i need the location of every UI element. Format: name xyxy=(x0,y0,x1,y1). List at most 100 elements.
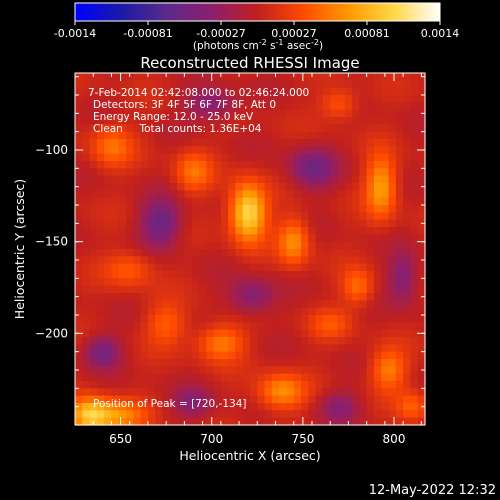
heatmap-cell xyxy=(366,417,375,426)
heatmap-cell xyxy=(177,359,185,367)
heatmap-cell xyxy=(264,139,273,147)
heatmap-cell xyxy=(279,234,288,243)
heatmap-cell xyxy=(111,322,120,331)
heatmap-cell xyxy=(162,373,171,382)
heatmap-cell xyxy=(191,263,200,272)
heatmap-cell xyxy=(388,315,397,323)
heatmap-cell xyxy=(337,234,346,243)
heatmap-cell xyxy=(89,219,98,228)
heatmap-cell xyxy=(155,109,164,118)
heatmap-cell xyxy=(235,131,244,140)
heatmap-cell xyxy=(344,190,353,199)
heatmap-cell xyxy=(315,263,324,272)
heatmap-cell xyxy=(308,139,317,147)
heatmap-cell xyxy=(147,344,156,353)
heatmap-cell xyxy=(315,417,324,426)
heatmap-cell xyxy=(366,388,375,397)
heatmap-cell xyxy=(111,102,120,111)
heatmap-cell xyxy=(235,183,244,191)
heatmap-cell xyxy=(315,190,324,199)
heatmap-cell xyxy=(198,329,207,338)
heatmap-cell xyxy=(359,285,368,294)
heatmap-cell xyxy=(388,212,397,221)
heatmap-cell xyxy=(352,337,360,345)
heatmap-cell xyxy=(184,337,193,345)
heatmap-cell xyxy=(337,307,346,316)
heatmap-cell xyxy=(293,87,302,96)
heatmap-cell xyxy=(366,146,375,155)
heatmap-cell xyxy=(206,117,215,125)
heatmap-cell xyxy=(286,205,295,213)
heatmap-cell xyxy=(104,212,113,221)
heatmap-cell xyxy=(126,403,134,411)
heatmap-cell xyxy=(89,146,98,155)
heatmap-cell xyxy=(403,388,412,397)
x-tick-label: 800 xyxy=(383,432,406,446)
heatmap-cell xyxy=(169,359,178,367)
heatmap-cell xyxy=(381,300,390,309)
heatmap-cell xyxy=(250,366,258,375)
heatmap-cell xyxy=(337,161,346,169)
heatmap-cell xyxy=(104,285,113,294)
heatmap-cell xyxy=(118,219,127,228)
heatmap-cell xyxy=(381,388,390,397)
heatmap-cell xyxy=(213,344,222,353)
heatmap-cell xyxy=(330,161,339,169)
heatmap-cell xyxy=(337,227,346,235)
heatmap-cell xyxy=(235,263,244,272)
heatmap-cell xyxy=(184,73,193,81)
heatmap-cell xyxy=(133,366,142,375)
heatmap-cell xyxy=(410,366,419,375)
chart-title: Reconstructed RHESSI Image xyxy=(140,54,359,72)
heatmap-cell xyxy=(198,293,207,301)
heatmap-cell xyxy=(410,388,419,397)
heatmap-cell xyxy=(155,417,164,426)
heatmap-cell xyxy=(82,212,91,221)
heatmap-cell xyxy=(330,351,339,360)
heatmap-cell xyxy=(271,315,280,323)
heatmap-cell xyxy=(264,344,273,353)
heatmap-cell xyxy=(301,249,309,257)
heatmap-cell xyxy=(206,381,215,389)
heatmap-cell xyxy=(286,175,295,184)
heatmap-cell xyxy=(220,403,229,411)
heatmap-cell xyxy=(381,410,390,419)
heatmap-cell xyxy=(191,285,200,294)
heatmap-cell xyxy=(264,329,273,338)
heatmap-cell xyxy=(96,278,105,287)
colorbar-tick-label: -0.00027 xyxy=(196,27,245,40)
heatmap-cell xyxy=(162,219,171,228)
heatmap-cell xyxy=(308,337,317,345)
heatmap-cell xyxy=(293,322,302,331)
x-axis-label: Heliocentric X (arcsec) xyxy=(179,448,320,463)
heatmap-cell xyxy=(133,212,142,221)
heatmap-cell xyxy=(315,109,324,118)
heatmap-cell xyxy=(286,183,295,191)
heatmap-cell xyxy=(169,285,178,294)
heatmap-cell xyxy=(111,278,120,287)
heatmap-cell xyxy=(155,139,164,147)
heatmap-cell xyxy=(308,227,317,235)
heatmap-cell xyxy=(96,271,105,279)
heatmap-cell xyxy=(257,278,266,287)
heatmap-cell xyxy=(359,256,368,265)
heatmap-cell xyxy=(330,234,339,243)
heatmap-cell xyxy=(89,168,98,177)
heatmap-cell xyxy=(359,417,368,426)
heatmap-cell xyxy=(257,359,266,367)
heatmap-cell xyxy=(264,227,273,235)
heatmap-cell xyxy=(213,227,222,235)
heatmap-cell xyxy=(286,293,295,301)
heatmap-cell xyxy=(126,175,134,184)
heatmap-cell xyxy=(395,322,404,331)
heatmap-cell xyxy=(257,263,266,272)
heatmap-cell xyxy=(395,417,404,426)
heatmap-cell xyxy=(104,417,113,426)
heatmap-cell xyxy=(330,175,339,184)
heatmap-cell xyxy=(169,87,178,96)
heatmap-cell xyxy=(96,212,105,221)
heatmap-cell xyxy=(417,234,426,243)
heatmap-cell xyxy=(366,381,375,389)
heatmap-cell xyxy=(235,359,244,367)
heatmap-cell xyxy=(417,153,426,162)
